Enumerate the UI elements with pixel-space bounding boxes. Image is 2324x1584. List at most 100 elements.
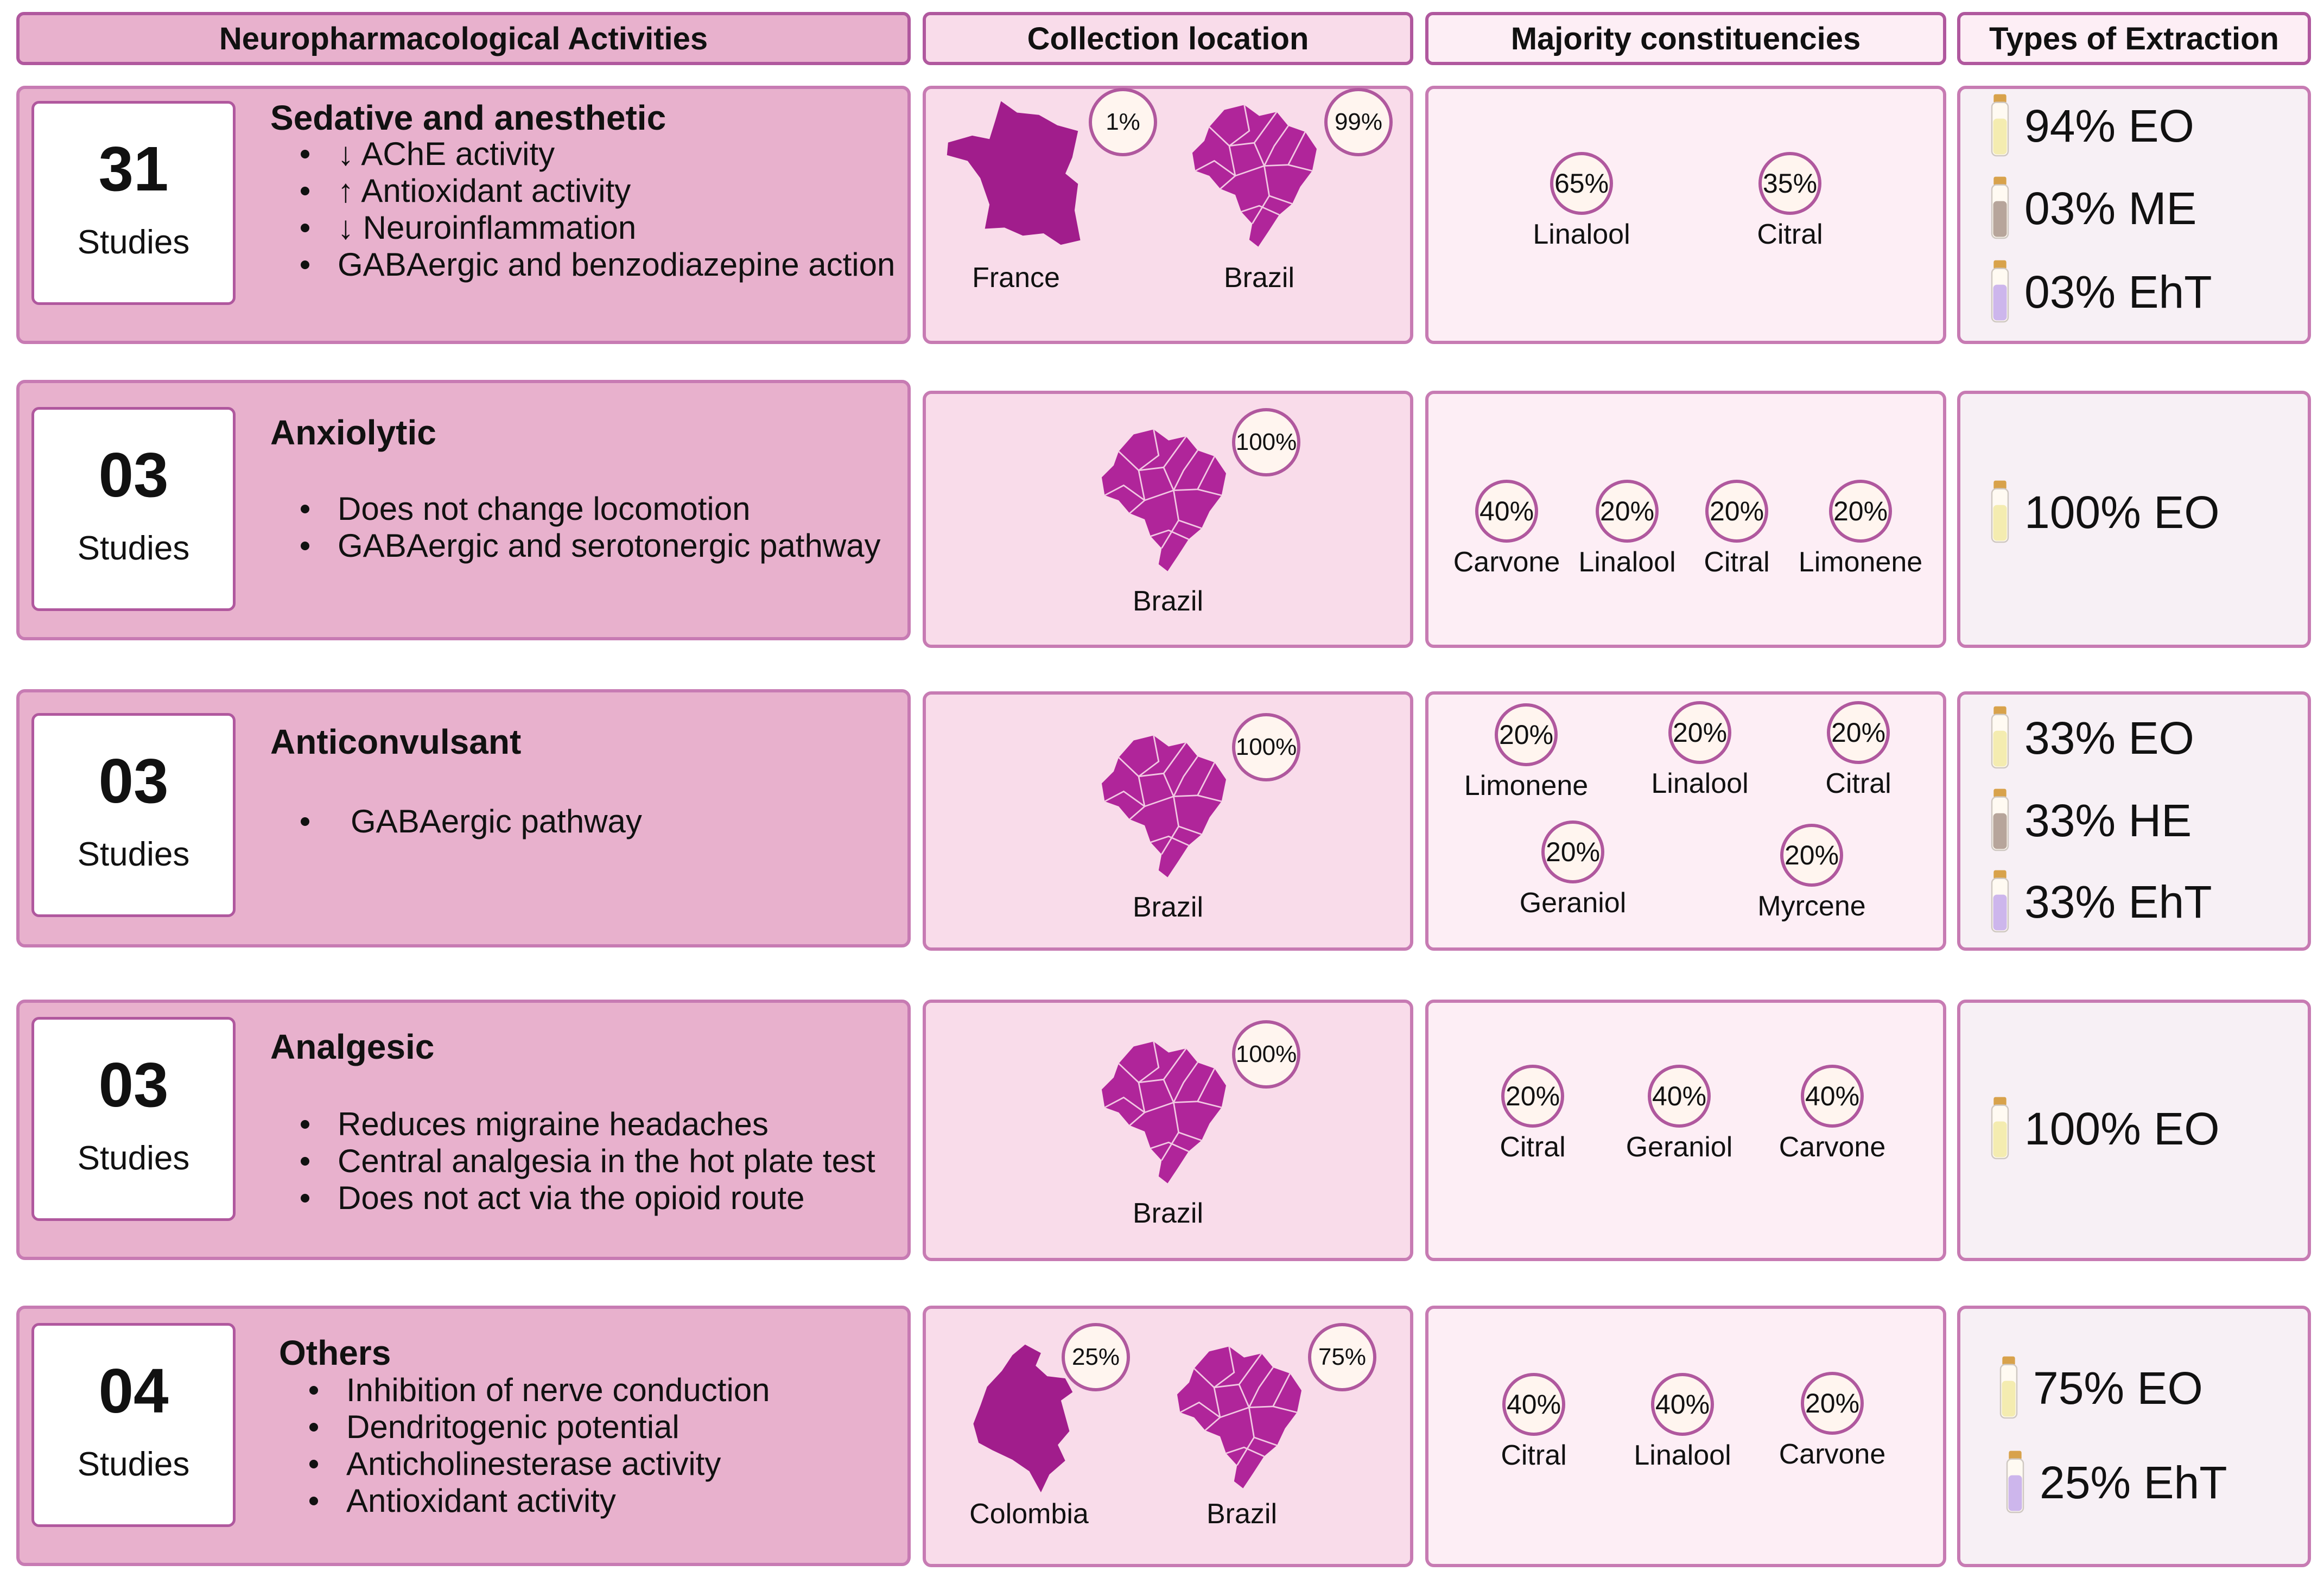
constituent-percent: 40% bbox=[1475, 480, 1538, 543]
extraction-item: 75% EO bbox=[1995, 1356, 2203, 1421]
vial-purple-icon bbox=[1986, 260, 2014, 324]
extraction-item: 100% EO bbox=[1986, 1096, 2220, 1161]
extraction-item: 03% ME bbox=[1986, 176, 2196, 241]
studies-label: Studies bbox=[77, 1140, 190, 1177]
brazil-map-icon bbox=[1091, 1038, 1236, 1187]
location-name: Brazil bbox=[1132, 586, 1204, 617]
bullet-item: ↓ AChE activity bbox=[270, 136, 895, 173]
brazil-map-icon bbox=[1091, 425, 1236, 575]
constituent-geraniol: 40% Geraniol bbox=[1603, 1065, 1755, 1163]
constituent-percent: 40% bbox=[1651, 1373, 1714, 1436]
location-percent: 99% bbox=[1324, 88, 1393, 156]
studies-label: Studies bbox=[77, 836, 190, 873]
constituent-name: Citral bbox=[1500, 1131, 1566, 1163]
constituent-limonene: 20% Limonene bbox=[1785, 480, 1936, 578]
constituent-limonene: 20% Limonene bbox=[1450, 703, 1602, 802]
bullet-item: Central analgesia in the hot plate test bbox=[270, 1143, 875, 1180]
constituent-name: Linalool bbox=[1651, 768, 1749, 799]
constituent-name: Geraniol bbox=[1519, 887, 1627, 919]
constituent-name: Limonene bbox=[1798, 546, 1923, 578]
extraction-panel bbox=[1957, 691, 2311, 951]
studies-count-box: 04 Studies bbox=[31, 1323, 236, 1527]
studies-count-box: 31 Studies bbox=[31, 101, 236, 305]
constituent-name: Limonene bbox=[1464, 770, 1589, 801]
location-name: Colombia bbox=[969, 1498, 1089, 1530]
vial-yellow-icon bbox=[1986, 94, 2014, 158]
constituent-percent: 20% bbox=[1668, 701, 1731, 764]
extraction-label: 75% EO bbox=[2033, 1362, 2203, 1414]
constituent-percent: 40% bbox=[1801, 1065, 1864, 1128]
location-name: France bbox=[972, 262, 1060, 294]
bullet-item: Dendritogenic potential bbox=[279, 1409, 770, 1446]
bullet-item: Does not act via the opioid route bbox=[270, 1180, 875, 1217]
activity-row-analgesic: 03 Studies Analgesic Reduces migraine he… bbox=[0, 1000, 2324, 1261]
constituent-linalool: 20% Linalool bbox=[1624, 701, 1776, 800]
constituent-percent: 35% bbox=[1758, 152, 1821, 215]
constituent-linalool: 20% Linalool bbox=[1551, 480, 1703, 578]
vial-brown-icon bbox=[1986, 788, 2014, 853]
constituent-percent: 40% bbox=[1648, 1065, 1711, 1128]
location-name: Brazil bbox=[1132, 892, 1204, 923]
vial-yellow-icon bbox=[1986, 480, 2014, 544]
vial-yellow-icon bbox=[1986, 1097, 2014, 1161]
bullet-item: Antioxidant activity bbox=[279, 1483, 770, 1519]
studies-count: 03 bbox=[98, 1049, 169, 1120]
constituent-percent: 40% bbox=[1502, 1373, 1565, 1436]
header-activities: Neuropharmacological Activities bbox=[16, 12, 911, 65]
constituents-panel bbox=[1425, 1306, 1946, 1567]
vial-yellow-icon bbox=[1995, 1356, 2022, 1420]
constituents-panel bbox=[1425, 86, 1946, 344]
extraction-panel bbox=[1957, 1306, 2311, 1567]
bullet-item: Inhibition of nerve conduction bbox=[279, 1372, 770, 1409]
activity-bullets: Does not change locomotion GABAergic and… bbox=[270, 491, 881, 564]
bullet-item: Reduces migraine headaches bbox=[270, 1106, 875, 1143]
extraction-label: 33% HE bbox=[2024, 794, 2192, 846]
header-constituents: Majority constituencies bbox=[1425, 12, 1946, 65]
extraction-item: 100% EO bbox=[1986, 480, 2220, 545]
constituent-percent: 65% bbox=[1550, 152, 1613, 215]
constituent-citral: 40% Citral bbox=[1458, 1373, 1610, 1472]
constituent-carvone: 40% Carvone bbox=[1431, 480, 1583, 578]
constituent-percent: 20% bbox=[1495, 703, 1558, 766]
extraction-label: 33% EhT bbox=[2024, 876, 2212, 927]
extraction-item: 94% EO bbox=[1986, 93, 2194, 158]
extraction-item: 03% EhT bbox=[1986, 259, 2212, 325]
constituent-carvone: 40% Carvone bbox=[1756, 1065, 1908, 1163]
constituent-percent: 20% bbox=[1596, 480, 1659, 543]
activity-row-anxiolytic: 03 Studies Anxiolytic Does not change lo… bbox=[0, 380, 2324, 648]
location-percent: 100% bbox=[1232, 408, 1300, 476]
vial-yellow-icon bbox=[1986, 706, 2014, 770]
bullet-item: Does not change locomotion bbox=[270, 491, 881, 527]
activity-title: Others bbox=[279, 1333, 391, 1372]
extraction-label: 100% EO bbox=[2024, 486, 2220, 538]
location-name: Brazil bbox=[1132, 1198, 1204, 1229]
extraction-panel bbox=[1957, 86, 2311, 344]
constituent-percent: 20% bbox=[1780, 824, 1843, 887]
constituent-name: Citral bbox=[1501, 1440, 1567, 1471]
activity-title: Anxiolytic bbox=[270, 413, 436, 452]
extraction-item: 25% EhT bbox=[2002, 1450, 2227, 1515]
constituent-name: Carvone bbox=[1453, 546, 1560, 578]
extraction-item: 33% HE bbox=[1986, 788, 2192, 853]
location-percent: 100% bbox=[1232, 713, 1300, 781]
constituent-percent: 20% bbox=[1827, 701, 1890, 764]
brazil-map-icon bbox=[1091, 731, 1236, 881]
extraction-panel bbox=[1957, 391, 2311, 648]
extraction-label: 100% EO bbox=[2024, 1103, 2220, 1154]
constituent-name: Carvone bbox=[1779, 1439, 1886, 1470]
studies-count-box: 03 Studies bbox=[31, 1017, 236, 1221]
activity-title: Anticonvulsant bbox=[270, 722, 522, 761]
colombia-map-icon bbox=[962, 1340, 1078, 1496]
constituent-name: Citral bbox=[1757, 219, 1823, 250]
extraction-item: 33% EO bbox=[1986, 705, 2194, 771]
constituent-linalool: 40% Linalool bbox=[1607, 1373, 1758, 1472]
france-map-icon bbox=[942, 98, 1092, 253]
brazil-map-icon bbox=[1183, 101, 1325, 251]
bullet-item: ↓ Neuroinflammation bbox=[270, 209, 895, 246]
location-name: Brazil bbox=[1206, 1498, 1278, 1530]
extraction-label: 94% EO bbox=[2024, 100, 2194, 151]
constituent-myrcene: 20% Myrcene bbox=[1736, 824, 1888, 923]
constituent-citral: 20% Citral bbox=[1457, 1065, 1609, 1163]
location-percent: 1% bbox=[1089, 88, 1157, 156]
constituent-percent: 20% bbox=[1541, 820, 1604, 883]
